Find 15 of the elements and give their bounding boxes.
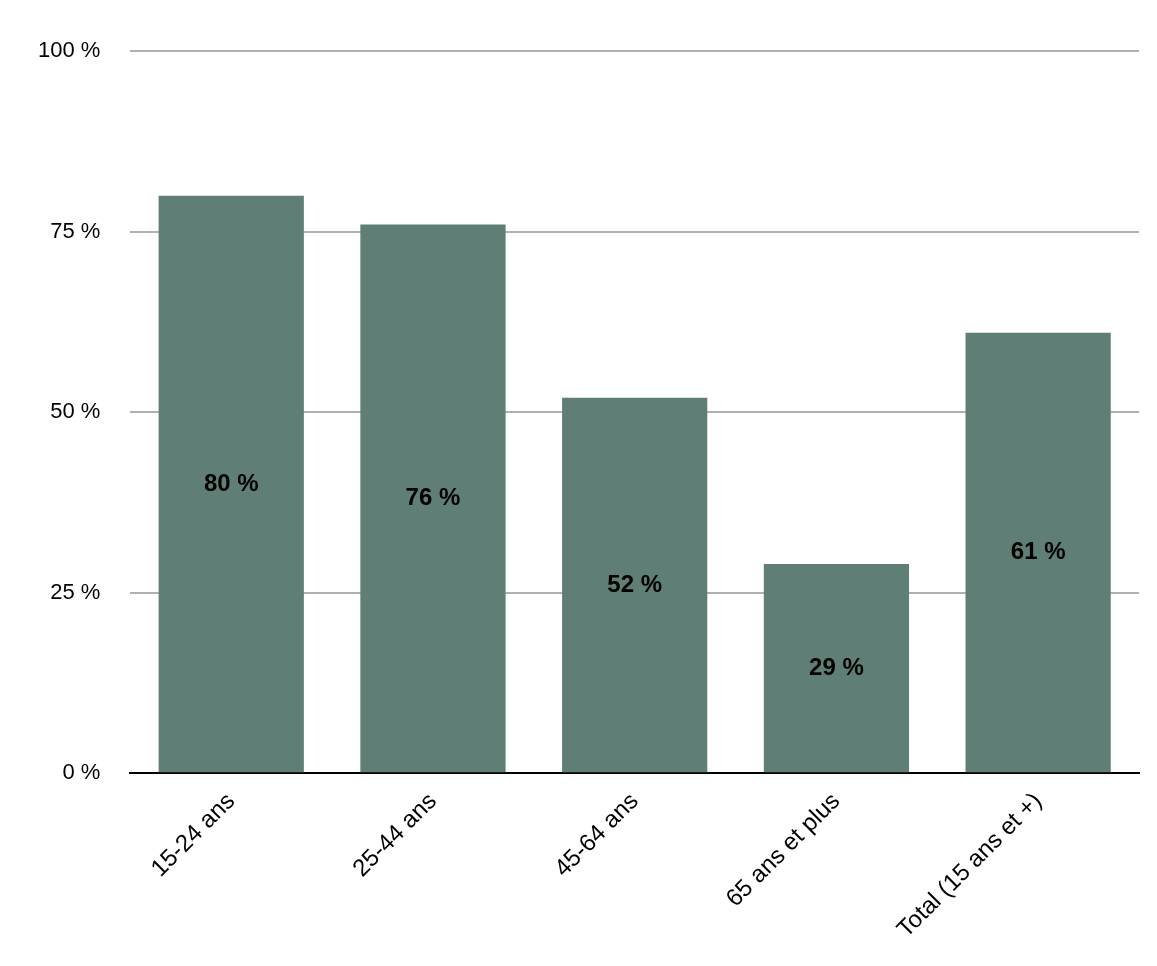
data-label: 80 % — [203, 468, 259, 496]
bar — [763, 563, 910, 773]
data-label: 29 % — [809, 652, 864, 680]
data-label: 52 % — [607, 569, 663, 597]
y-tick-label: 0 % — [62, 759, 101, 785]
y-tick-label: 25 % — [50, 578, 101, 604]
data-label: 61 % — [1010, 537, 1066, 565]
y-tick-label: 75 % — [50, 217, 101, 243]
bar — [965, 332, 1111, 773]
bar — [360, 224, 506, 773]
bar — [158, 195, 304, 773]
bar — [562, 397, 708, 773]
data-label: 76 % — [405, 483, 461, 511]
y-tick-label: 50 % — [50, 398, 101, 424]
y-tick-label: 100 % — [37, 37, 101, 63]
